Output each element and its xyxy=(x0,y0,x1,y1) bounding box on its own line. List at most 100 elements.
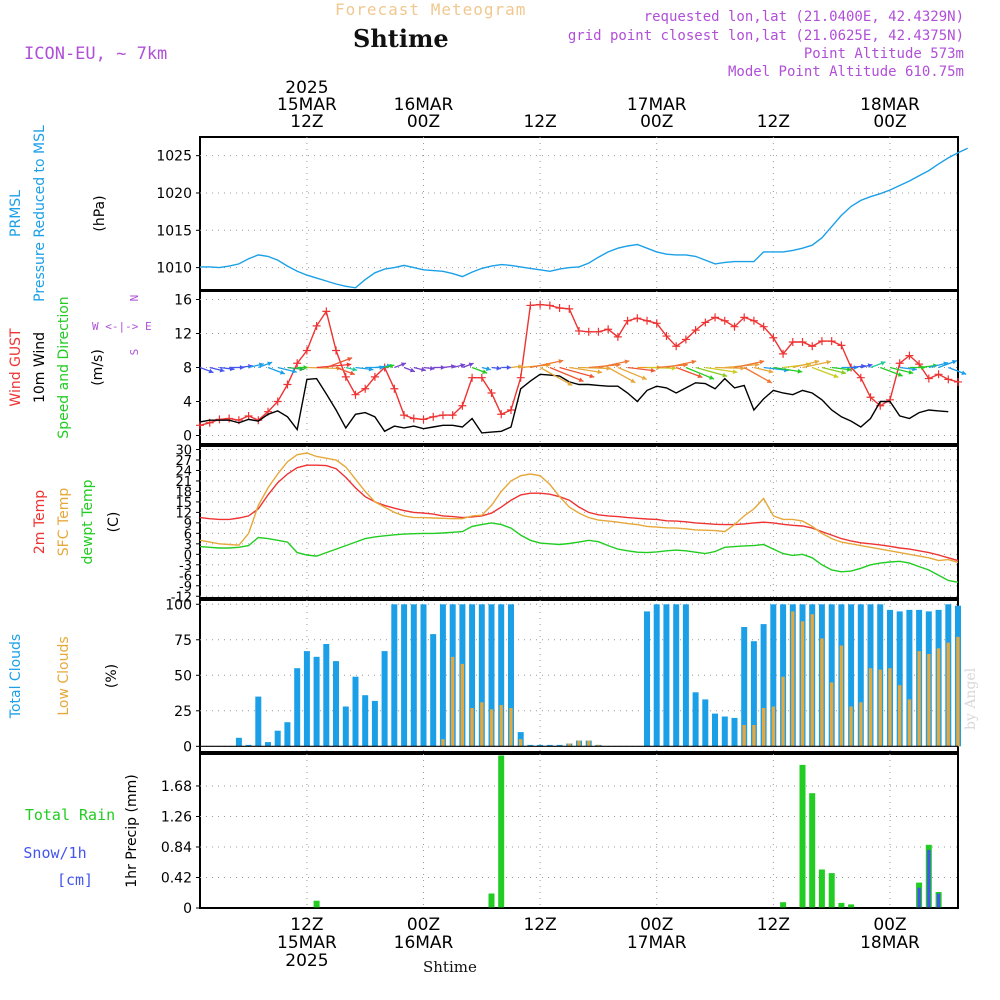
bar-total-clouds xyxy=(546,744,553,747)
gust-marker xyxy=(711,313,720,322)
gust-marker xyxy=(419,415,428,424)
gust-marker xyxy=(283,380,292,389)
wind-arrow-head xyxy=(208,368,214,374)
gust-marker xyxy=(808,342,817,351)
bar-low-clouds xyxy=(441,739,445,747)
tick-label-temp: -9 xyxy=(179,580,192,595)
bar-total-clouds xyxy=(692,692,699,747)
time-label-top: 17MAR xyxy=(627,95,687,115)
tick-label-wind: 12 xyxy=(174,327,192,343)
wind-arrow-head xyxy=(258,362,264,368)
wind-arrow xyxy=(569,366,603,374)
time-label-bottom: 12Z xyxy=(757,915,790,935)
gust-marker xyxy=(769,333,778,342)
gust-marker xyxy=(458,401,467,410)
wind-arrow-head xyxy=(578,377,584,382)
gust-marker xyxy=(312,321,321,330)
bar-total-clouds xyxy=(420,604,427,747)
tick-label-temp: 3 xyxy=(184,538,192,553)
tick-label-temp: -6 xyxy=(179,569,192,584)
bar-low-clouds xyxy=(596,744,601,747)
bar-low-clouds xyxy=(489,709,494,747)
bar-total-clouds xyxy=(644,611,650,747)
wind-arrow-head xyxy=(880,361,886,366)
tick-label-temp: 0 xyxy=(184,548,192,563)
bar-total-clouds xyxy=(896,611,903,747)
bar-total-rain xyxy=(838,902,845,908)
gust-marker xyxy=(604,325,613,334)
gust-marker xyxy=(332,346,341,355)
gust-marker xyxy=(720,316,729,325)
time-label-top: 12Z xyxy=(757,112,790,132)
bar-low-clouds xyxy=(859,702,863,747)
gust-marker xyxy=(701,318,710,327)
gust-marker xyxy=(691,326,700,335)
bar-low-clouds xyxy=(519,739,523,747)
tick-label-clouds: 50 xyxy=(174,668,192,684)
wind-arrow xyxy=(802,360,832,369)
gust-marker xyxy=(672,342,681,351)
gust-marker xyxy=(788,338,797,346)
wind-arrow xyxy=(685,366,715,380)
wind-arrow xyxy=(666,360,697,369)
wind-arrow xyxy=(773,366,803,373)
wind-arrow xyxy=(316,363,352,369)
page-title: Shtime xyxy=(353,24,449,53)
gust-marker xyxy=(400,411,409,420)
gust-marker xyxy=(934,370,943,379)
bar-low-clouds xyxy=(577,740,581,747)
gust-marker xyxy=(749,316,758,325)
ylabel-temp: SFC Temp xyxy=(56,488,72,557)
bar-total-clouds xyxy=(721,716,728,747)
model-label: ICON-EU, ~ 7km xyxy=(24,44,168,64)
ylabel-prmsl: PRMSL xyxy=(8,190,24,237)
bar-total-clouds xyxy=(381,651,388,747)
wind-arrow-head xyxy=(558,359,564,364)
wind-arrow-head xyxy=(518,364,523,369)
bar-low-clouds xyxy=(460,663,464,747)
time-label-bottom: 00Z xyxy=(640,915,673,935)
gust-marker xyxy=(293,359,302,368)
bar-total-clouds xyxy=(371,700,378,747)
wind-arrow-head xyxy=(841,370,847,375)
wind-arrow-head xyxy=(409,367,415,373)
wind-arrow-head xyxy=(624,359,630,365)
bar-total-rain xyxy=(818,869,825,908)
bar-total-clouds xyxy=(828,604,835,747)
bar-total-clouds xyxy=(857,604,864,747)
bar-low-clouds xyxy=(509,708,513,747)
bar-low-clouds xyxy=(810,614,814,747)
time-label-top: 18MAR xyxy=(860,95,920,115)
series-2m-temp xyxy=(199,464,959,562)
bar-total-clouds xyxy=(323,644,330,747)
tick-label-prmsl: 1025 xyxy=(156,149,192,165)
bar-total-clouds xyxy=(770,604,777,747)
wind-arrow-head xyxy=(291,368,297,374)
wind-arrow xyxy=(792,360,820,369)
wind-arrow xyxy=(530,359,564,369)
bar-total-clouds xyxy=(284,722,291,747)
bar-low-clouds xyxy=(927,654,931,747)
bar-total-clouds xyxy=(313,656,320,747)
wind-arrow xyxy=(705,366,738,373)
bar-total-clouds xyxy=(760,624,767,747)
ylabel-precip: Snow/1h xyxy=(23,844,86,862)
wind-arrow-head xyxy=(347,357,353,362)
bar-total-clouds xyxy=(498,604,505,747)
wind-arrow-head xyxy=(219,367,225,373)
bar-total-rain xyxy=(828,873,835,908)
wind-arrow-head xyxy=(303,365,308,370)
gust-marker xyxy=(497,410,506,419)
bar-low-clouds xyxy=(752,725,756,747)
gust-marker xyxy=(584,327,593,336)
tick-label-clouds: 0 xyxy=(183,739,192,755)
tick-label-temp: 27 xyxy=(175,454,192,469)
tick-label-prmsl: 1020 xyxy=(156,186,192,202)
gust-marker xyxy=(915,360,924,369)
compass-s: S xyxy=(128,349,141,356)
gust-marker xyxy=(273,397,282,406)
bar-low-clouds xyxy=(499,705,503,747)
bar-total-clouds xyxy=(439,604,446,747)
time-label-bottom: 12Z xyxy=(523,915,556,935)
gust-marker xyxy=(575,326,583,335)
